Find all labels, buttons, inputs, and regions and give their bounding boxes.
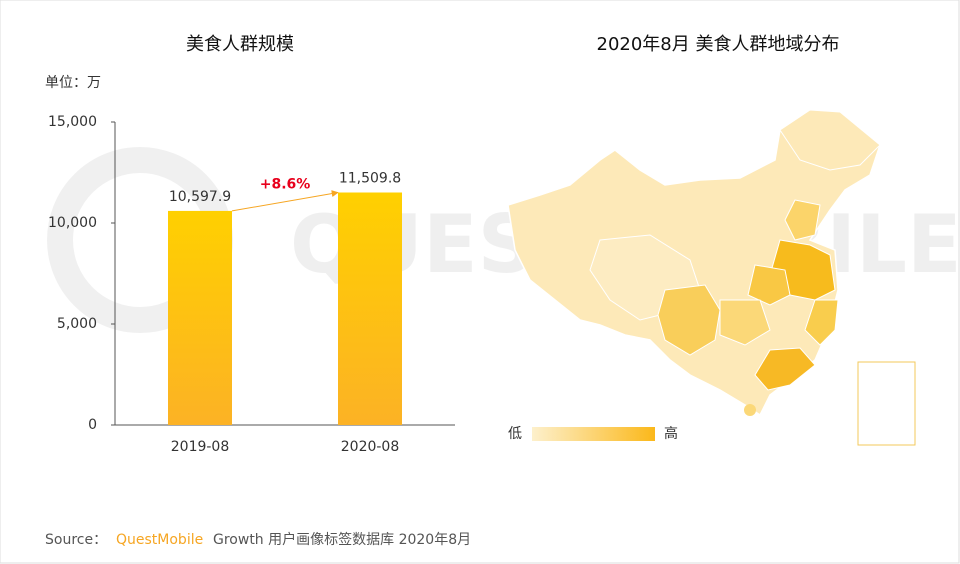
source-label: Source：	[45, 532, 107, 548]
y-tick-label: 15,000	[48, 114, 97, 130]
y-tick-label: 10,000	[48, 215, 97, 231]
bar	[168, 210, 232, 425]
growth-annotation: +8.6%	[260, 177, 311, 193]
y-tick-label: 0	[88, 417, 97, 433]
growth-arrow	[231, 190, 339, 212]
legend-high: 高	[664, 425, 678, 442]
x-tick-label: 2019-08	[171, 439, 230, 455]
legend-low: 低	[508, 426, 522, 442]
bar	[338, 192, 402, 425]
value-label: 11,509.8	[339, 171, 401, 187]
y-tick-label: 5,000	[57, 316, 97, 332]
x-tick-label: 2020-08	[341, 439, 400, 455]
legend-gradient	[532, 427, 655, 441]
unit-label: 单位：万	[45, 75, 101, 91]
brand: QuestMobile	[116, 532, 203, 548]
value-label: 10,597.9	[169, 189, 231, 205]
source-text: Growth 用户画像标签数据库 2020年8月	[213, 531, 471, 548]
chart-title: 美食人群规模	[186, 34, 294, 55]
chart-title: 2020年8月 美食人群地域分布	[597, 34, 840, 55]
map	[507, 109, 916, 446]
